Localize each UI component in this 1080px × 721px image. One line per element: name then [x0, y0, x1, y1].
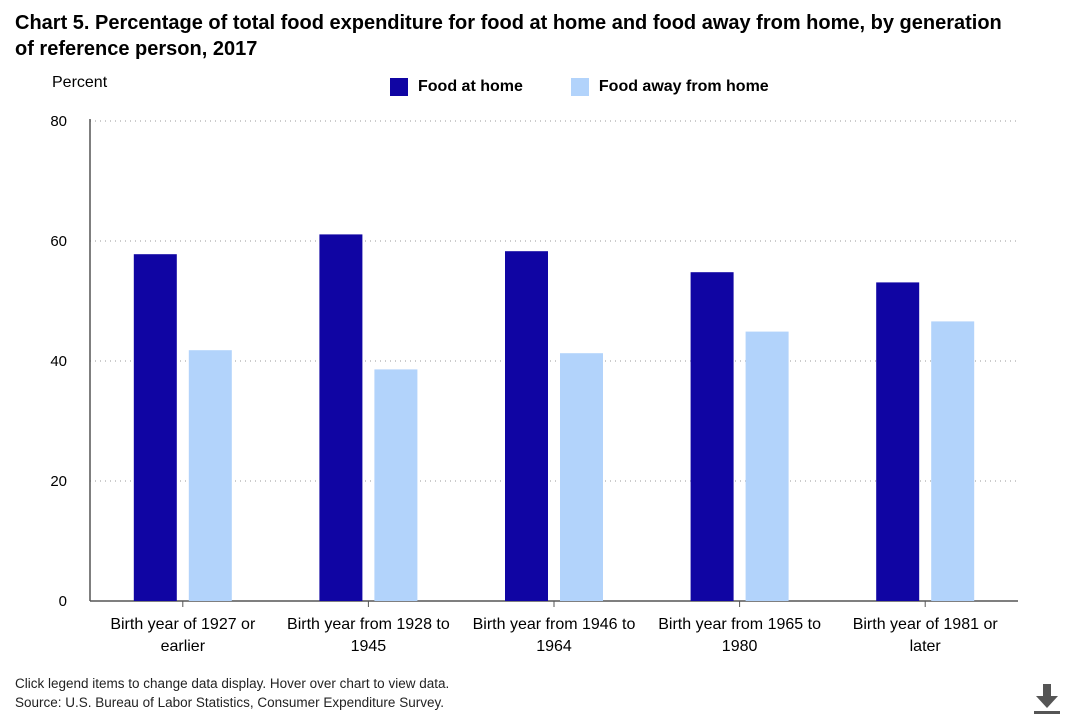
legend: Food at home Food away from home [390, 78, 769, 96]
bar-food-away-from-home[interactable]: Food away from home: 46.6 [931, 321, 975, 601]
legend-label: Food away from home [598, 78, 769, 95]
bar-food-at-home[interactable]: Food at home: 58.3 [505, 251, 548, 601]
bar-food-at-home[interactable]: Food at home: 57.8 [133, 254, 177, 601]
y-tick-label: 40 [50, 353, 67, 370]
legend-item-food-at-home[interactable]: Food at home [390, 78, 523, 96]
instructions-note: Click legend items to change data displa… [15, 676, 450, 691]
legend-swatch-food-away-from-home [570, 78, 589, 96]
legend-label: Food at home [418, 78, 523, 95]
x-tick-label: Birth year from 1928 to [287, 616, 450, 633]
bar-food-away-from-home[interactable]: Food away from home: 38.6 [374, 369, 418, 601]
x-tick-label: 1964 [536, 638, 572, 655]
bar-food-away-from-home[interactable]: Food away from home: 41.3 [560, 353, 603, 601]
chart-footer: Click legend items to change data displa… [15, 674, 449, 712]
download-icon[interactable] [1032, 682, 1062, 716]
bar-food-away-from-home[interactable]: Food away from home: 44.9 [745, 331, 789, 601]
y-tick-label: 60 [50, 233, 67, 250]
y-axis-label: Percent [52, 74, 108, 91]
bar-food-away-from-home[interactable]: Food away from home: 41.8 [188, 350, 232, 601]
source-note: Source: U.S. Bureau of Labor Statistics,… [15, 695, 444, 710]
legend-item-food-away-from-home[interactable]: Food away from home [570, 78, 769, 96]
x-tick-label: Birth year of 1981 or [853, 616, 999, 633]
x-tick-label: Birth year from 1965 to [658, 616, 821, 633]
x-tick-label: 1945 [351, 638, 387, 655]
x-tick-label: earlier [161, 638, 206, 655]
x-tick-label: later [910, 638, 942, 655]
chart-title: Chart 5. Percentage of total food expend… [15, 12, 1002, 60]
bar-chart[interactable]: 020406080Food at home: 57.8Food away fro… [0, 0, 1080, 672]
y-tick-label: 20 [50, 473, 67, 490]
bar-food-at-home[interactable]: Food at home: 53.1 [876, 282, 920, 601]
x-tick-label: Birth year of 1927 or [110, 616, 256, 633]
bar-food-at-home[interactable]: Food at home: 61.1 [319, 234, 363, 601]
legend-swatch-food-at-home [390, 78, 408, 96]
bar-food-at-home[interactable]: Food at home: 54.8 [690, 272, 734, 601]
y-tick-label: 80 [50, 113, 67, 130]
x-tick-label: 1980 [722, 638, 758, 655]
y-tick-label: 0 [59, 593, 67, 610]
x-tick-label: Birth year from 1946 to [473, 616, 636, 633]
